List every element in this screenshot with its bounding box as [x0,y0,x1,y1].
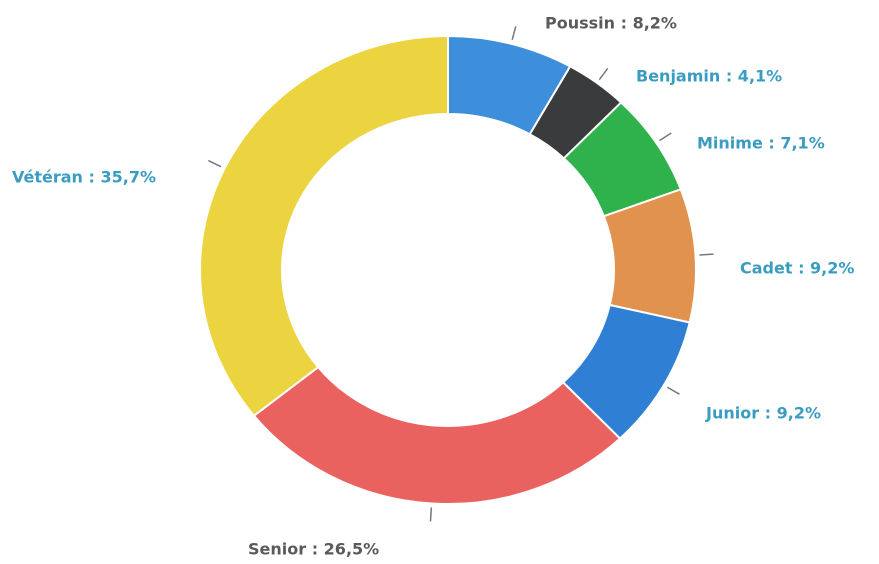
donut-segment [252,365,622,505]
leader-line [208,159,222,168]
leader-line [659,132,672,142]
leader-line [666,386,680,395]
leader-line [699,253,714,256]
leader-line [511,26,517,41]
data-label: Senior : 26,5% [248,540,379,559]
data-label: Poussin : 8,2% [545,14,677,33]
data-label: Junior : 9,2% [705,404,821,423]
data-label: Minime : 7,1% [697,134,825,153]
data-label: Benjamin : 4,1% [636,67,782,86]
data-label: Cadet : 9,2% [740,259,854,278]
leader-line [598,68,609,81]
donut-segment [199,34,449,418]
leader-line [429,507,433,522]
data-label: Vétéran : 35,7% [12,168,156,187]
